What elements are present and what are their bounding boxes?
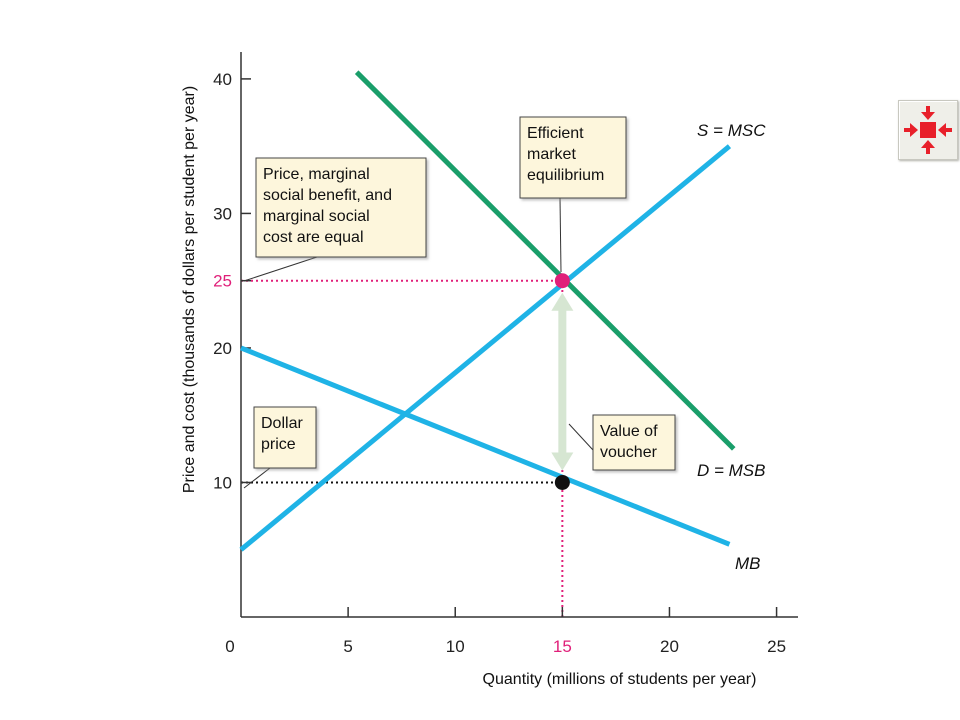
annotation-text: marginal social: [263, 208, 370, 225]
shrink-view-button[interactable]: [898, 100, 958, 160]
annotation-value-of-voucher-leader: [568, 423, 594, 451]
annotation-box: [253, 406, 317, 469]
x-tick-label: 5: [343, 637, 352, 656]
x-tick-label: 20: [660, 637, 679, 656]
series-label: D = MSB: [697, 461, 766, 480]
annotation-text: Dollar: [261, 415, 303, 432]
annotation-dollar-price: Dollar price: [253, 406, 317, 469]
y-tick-label: 25: [213, 272, 232, 291]
x-tick-label: 15: [553, 637, 572, 656]
annotation-price-equal-leader: [243, 256, 318, 282]
x-tick-label: 0: [225, 637, 234, 656]
annotation-text: equilibrium: [527, 167, 604, 184]
y-tick-label: 40: [213, 70, 232, 89]
x-axis-title: Quantity (millions of students per year): [483, 671, 757, 688]
series-label: MB: [735, 554, 761, 573]
dollar-price-point: [554, 474, 570, 490]
annotation-box: [519, 116, 627, 199]
annotation-text: Value of: [600, 423, 658, 440]
annotation-value-of-voucher: Value of voucher: [592, 414, 676, 471]
annotation-efficient-equilibrium-leader: [559, 197, 562, 273]
series-label: S = MSC: [697, 121, 766, 140]
y-tick-label: 30: [213, 204, 232, 223]
y-tick-label: 10: [213, 473, 232, 492]
annotation-text: Efficient: [527, 125, 584, 142]
voucher-arrow-head-down: [551, 452, 574, 471]
x-tick-label: 25: [767, 637, 786, 656]
series-mb-line: [240, 345, 731, 547]
annotation-text: market: [527, 146, 576, 163]
y-axis-title: Price and cost (thousands of dollars per…: [181, 86, 198, 493]
annotation-text: voucher: [600, 444, 658, 461]
voucher-arrow-head-up: [551, 292, 574, 311]
annotation-box: [255, 157, 427, 258]
voucher-arrow-shaft: [558, 308, 567, 455]
efficient-equilibrium: [554, 273, 570, 289]
voucher-arrow: [551, 292, 574, 471]
annotation-price-equal: Price, marginal social benefit, and margin…: [255, 157, 427, 258]
shrink-arrows-icon: [904, 106, 952, 154]
annotation-text: social benefit, and: [263, 187, 392, 204]
annotation-box: [592, 414, 676, 471]
series-s-msc-line: [239, 144, 732, 552]
y-tick-label: 20: [213, 339, 232, 358]
x-tick-label: 10: [446, 637, 465, 656]
annotation-efficient-equilibrium: Efficient market equilibrium: [519, 116, 627, 199]
series-d-msb-line: [354, 70, 736, 451]
annotation-text: Price, marginal: [263, 166, 370, 183]
annotation-text: price: [261, 436, 296, 453]
annotation-text: cost are equal: [263, 229, 364, 246]
annotation-dollar-price-leader: [243, 467, 271, 489]
